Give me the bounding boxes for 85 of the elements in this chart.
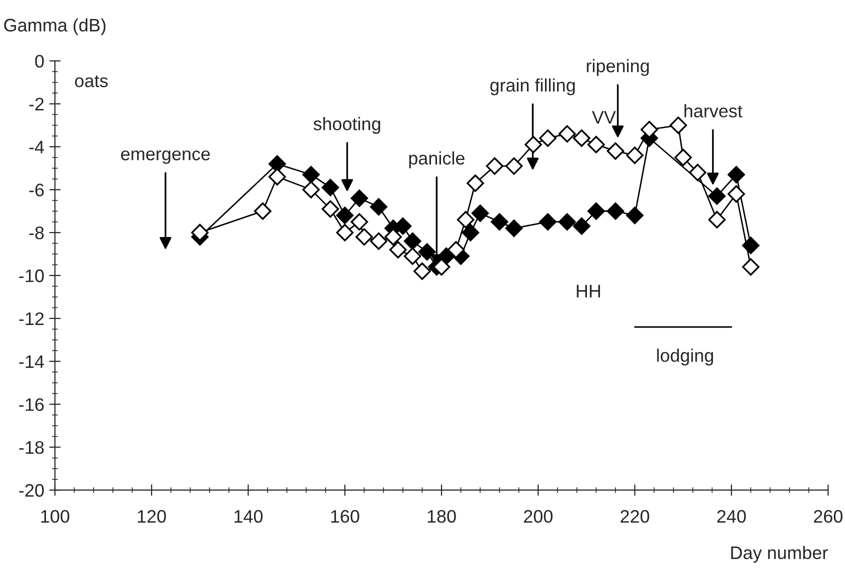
point (322, 200, 340, 218)
point (370, 198, 388, 216)
point (191, 224, 209, 242)
point (572, 217, 590, 235)
point (404, 232, 422, 250)
point (322, 178, 340, 196)
y-tick-label: -4 (29, 140, 44, 154)
point (471, 204, 489, 222)
point (370, 232, 388, 250)
point (447, 241, 465, 258)
point (336, 206, 354, 224)
point (254, 202, 272, 220)
point (404, 247, 422, 265)
point (350, 190, 368, 207)
point (336, 224, 354, 242)
y-tick-label: 0 (35, 54, 44, 68)
x-tick-label: 160 (331, 510, 360, 523)
point (356, 228, 373, 246)
point (728, 185, 745, 203)
point (456, 211, 474, 228)
point (708, 187, 726, 205)
annotation: shooting (314, 117, 380, 134)
point (302, 166, 320, 184)
point (606, 142, 624, 160)
y-tick-label: -8 (29, 226, 44, 240)
y-tick-label: -6 (29, 184, 44, 196)
annotation: emergence (121, 150, 210, 164)
point (505, 157, 523, 175)
point (742, 258, 760, 276)
point (539, 129, 557, 147)
point (688, 164, 706, 182)
x-tick-label: 100 (41, 510, 70, 523)
y-tick-label: -20 (19, 484, 44, 497)
annotation: oats (75, 75, 108, 88)
point (674, 148, 692, 166)
y-tick-label: -12 (19, 312, 44, 325)
point (490, 213, 508, 231)
annotation: grain filling (490, 78, 575, 96)
y-tick-label: -2 (29, 98, 44, 110)
x-tick-label: 260 (814, 510, 842, 523)
y-tick-label: -14 (19, 355, 44, 368)
point (524, 136, 542, 154)
point (486, 157, 504, 175)
point (539, 213, 557, 231)
point (640, 120, 658, 138)
annotation: harvest (684, 104, 742, 118)
text: HH (576, 284, 600, 298)
series-label: lodging (657, 348, 714, 366)
series-label: VV (592, 111, 616, 124)
point (466, 174, 484, 192)
point (350, 213, 368, 231)
point (606, 202, 624, 220)
x-tick-label: 200 (524, 510, 553, 523)
point (302, 180, 320, 198)
point (626, 206, 644, 224)
point (626, 146, 644, 164)
annotation: ripening (586, 59, 649, 76)
x-tick-label: 180 (428, 510, 456, 523)
x-axis-title: Day number (731, 546, 828, 563)
y-tick-label: -18 (19, 441, 44, 454)
y-axis-title: Gamma (dB) (4, 18, 106, 36)
x-tick-label: 220 (620, 510, 650, 523)
point (462, 224, 480, 242)
point (728, 166, 745, 184)
x-tick-label: 140 (234, 510, 263, 523)
point (418, 243, 436, 261)
x-tick-label: 120 (138, 510, 166, 523)
point (413, 262, 431, 280)
x-tick-label: 240 (717, 510, 746, 523)
point (384, 228, 402, 246)
point (389, 241, 407, 258)
point (742, 236, 760, 254)
point (572, 129, 590, 147)
annotation: panicle (409, 151, 464, 168)
point (587, 136, 605, 154)
point (432, 258, 450, 276)
point (558, 213, 576, 231)
point (505, 220, 523, 237)
y-tick-label: -16 (19, 398, 44, 411)
point (587, 202, 605, 220)
point (670, 116, 687, 134)
y-tick-label: -10 (19, 269, 44, 282)
point (268, 168, 286, 186)
point (558, 125, 576, 143)
point (708, 211, 726, 228)
